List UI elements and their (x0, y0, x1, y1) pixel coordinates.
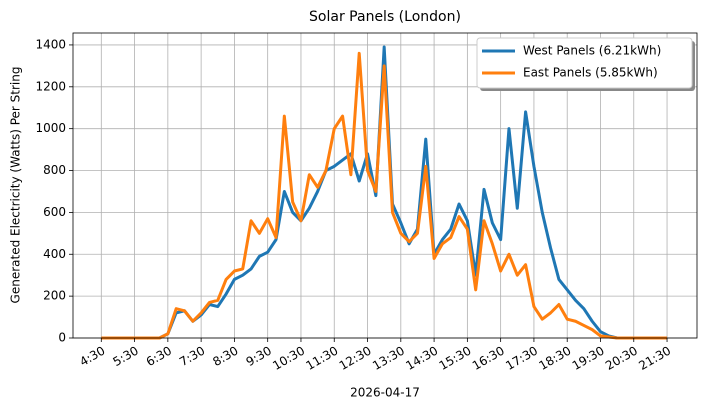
legend-label: West Panels (6.21kWh) (523, 44, 661, 58)
x-tick-label: 15:30 (437, 344, 474, 373)
plot-lines (101, 45, 668, 340)
x-tick-label: 5:30 (110, 344, 140, 370)
x-tick-label: 20:30 (603, 344, 640, 373)
y-tick-label: 0 (58, 331, 66, 345)
legend-label: East Panels (5.85kWh) (523, 66, 658, 80)
plot-frame (72, 32, 698, 339)
y-tick-label: 1400 (35, 37, 66, 51)
x-tick-label: 4:30 (77, 344, 107, 370)
x-tick-label: 19:30 (570, 344, 607, 373)
y-axis-label: Generated Electricity (Watts) Per String (9, 67, 23, 304)
chart-title: Solar Panels (London) (309, 9, 461, 25)
legend-box (476, 37, 693, 89)
x-tick-label: 18:30 (536, 344, 573, 373)
x-tick-label: 16:30 (470, 344, 507, 373)
y-tick-label: 1000 (35, 121, 66, 135)
x-tick-label: 6:30 (144, 344, 174, 370)
x-tick-label: 12:30 (337, 344, 374, 373)
y-tick-label: 200 (43, 289, 66, 303)
x-tick-label: 8:30 (210, 344, 240, 370)
grid (73, 33, 697, 339)
x-axis-label: 2026-04-17 (350, 386, 420, 400)
y-tick-label: 1200 (35, 79, 66, 93)
x-tick-label: 21:30 (636, 344, 673, 373)
y-tick-label: 600 (43, 205, 66, 219)
x-tick-label: 9:30 (244, 344, 274, 370)
x-tick-label: 13:30 (370, 344, 407, 373)
x-tick-label: 14:30 (403, 344, 440, 373)
y-tick-label: 800 (43, 163, 66, 177)
x-tick-label: 10:30 (270, 344, 307, 373)
x-tick-label: 11:30 (304, 344, 341, 373)
x-tick-label: 7:30 (177, 344, 207, 370)
series-line (101, 51, 668, 340)
x-tick-label: 17:30 (503, 344, 540, 373)
legend: West Panels (6.21kWh) East Panels (5.85kW… (476, 37, 695, 91)
y-tick-label: 400 (43, 247, 66, 261)
